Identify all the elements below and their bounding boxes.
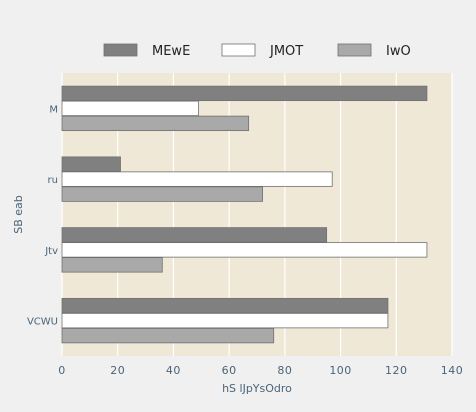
bar-mewe-ru <box>61 156 121 172</box>
bar-iwo-jtv <box>61 257 163 273</box>
y-tick-label-m: M <box>49 104 58 115</box>
bar-mewe-m <box>61 85 428 102</box>
bars <box>61 85 428 344</box>
bar-mewe-jtv <box>61 227 328 243</box>
legend-swatch-jmot <box>221 43 256 57</box>
bar-jmot-m <box>61 100 199 117</box>
y-tick-labels: Mru Jtv VCWU <box>27 104 58 327</box>
bar-jmot-ru <box>61 171 333 187</box>
bar-jmot-vcwu <box>61 312 389 329</box>
bar-jmot-jtv <box>61 242 428 258</box>
x-tick-label-80: 80 <box>277 364 292 377</box>
bar-iwo-m <box>61 115 250 132</box>
bar-iwo-ru <box>61 186 263 202</box>
x-tick-label-60: 60 <box>222 364 237 377</box>
x-tick-label-40: 40 <box>166 364 181 377</box>
bar-iwo-vcwu <box>61 327 275 344</box>
x-tick-label-20: 20 <box>110 364 125 377</box>
legend-label-jmot: JMOT <box>269 44 303 59</box>
x-tick-labels: 0 20 40 60 80 100 120 140 <box>58 364 463 377</box>
x-axis-label: hS lJpYsOdro <box>222 382 292 395</box>
y-tick-label-vcwu: VCWU <box>27 317 58 328</box>
legend-swatch-iwo <box>337 43 372 57</box>
x-tick-label-140: 140 <box>441 364 464 377</box>
y-axis-label: SB eab <box>12 195 25 234</box>
y-tick-label-ru: ru <box>48 175 58 186</box>
x-tick-label-100: 100 <box>329 364 352 377</box>
legend-label-iwo: IwO <box>386 44 411 59</box>
legend-label-mewe: MEwE <box>152 44 190 59</box>
x-tick-label-0: 0 <box>58 364 66 377</box>
y-tick-label-jtv: Jtv <box>44 246 58 257</box>
legend-swatch-mewe <box>103 43 138 57</box>
bar-mewe-vcwu <box>61 297 389 314</box>
legend: MEwE JMOT IwO <box>103 43 411 59</box>
x-tick-label-120: 120 <box>385 364 408 377</box>
